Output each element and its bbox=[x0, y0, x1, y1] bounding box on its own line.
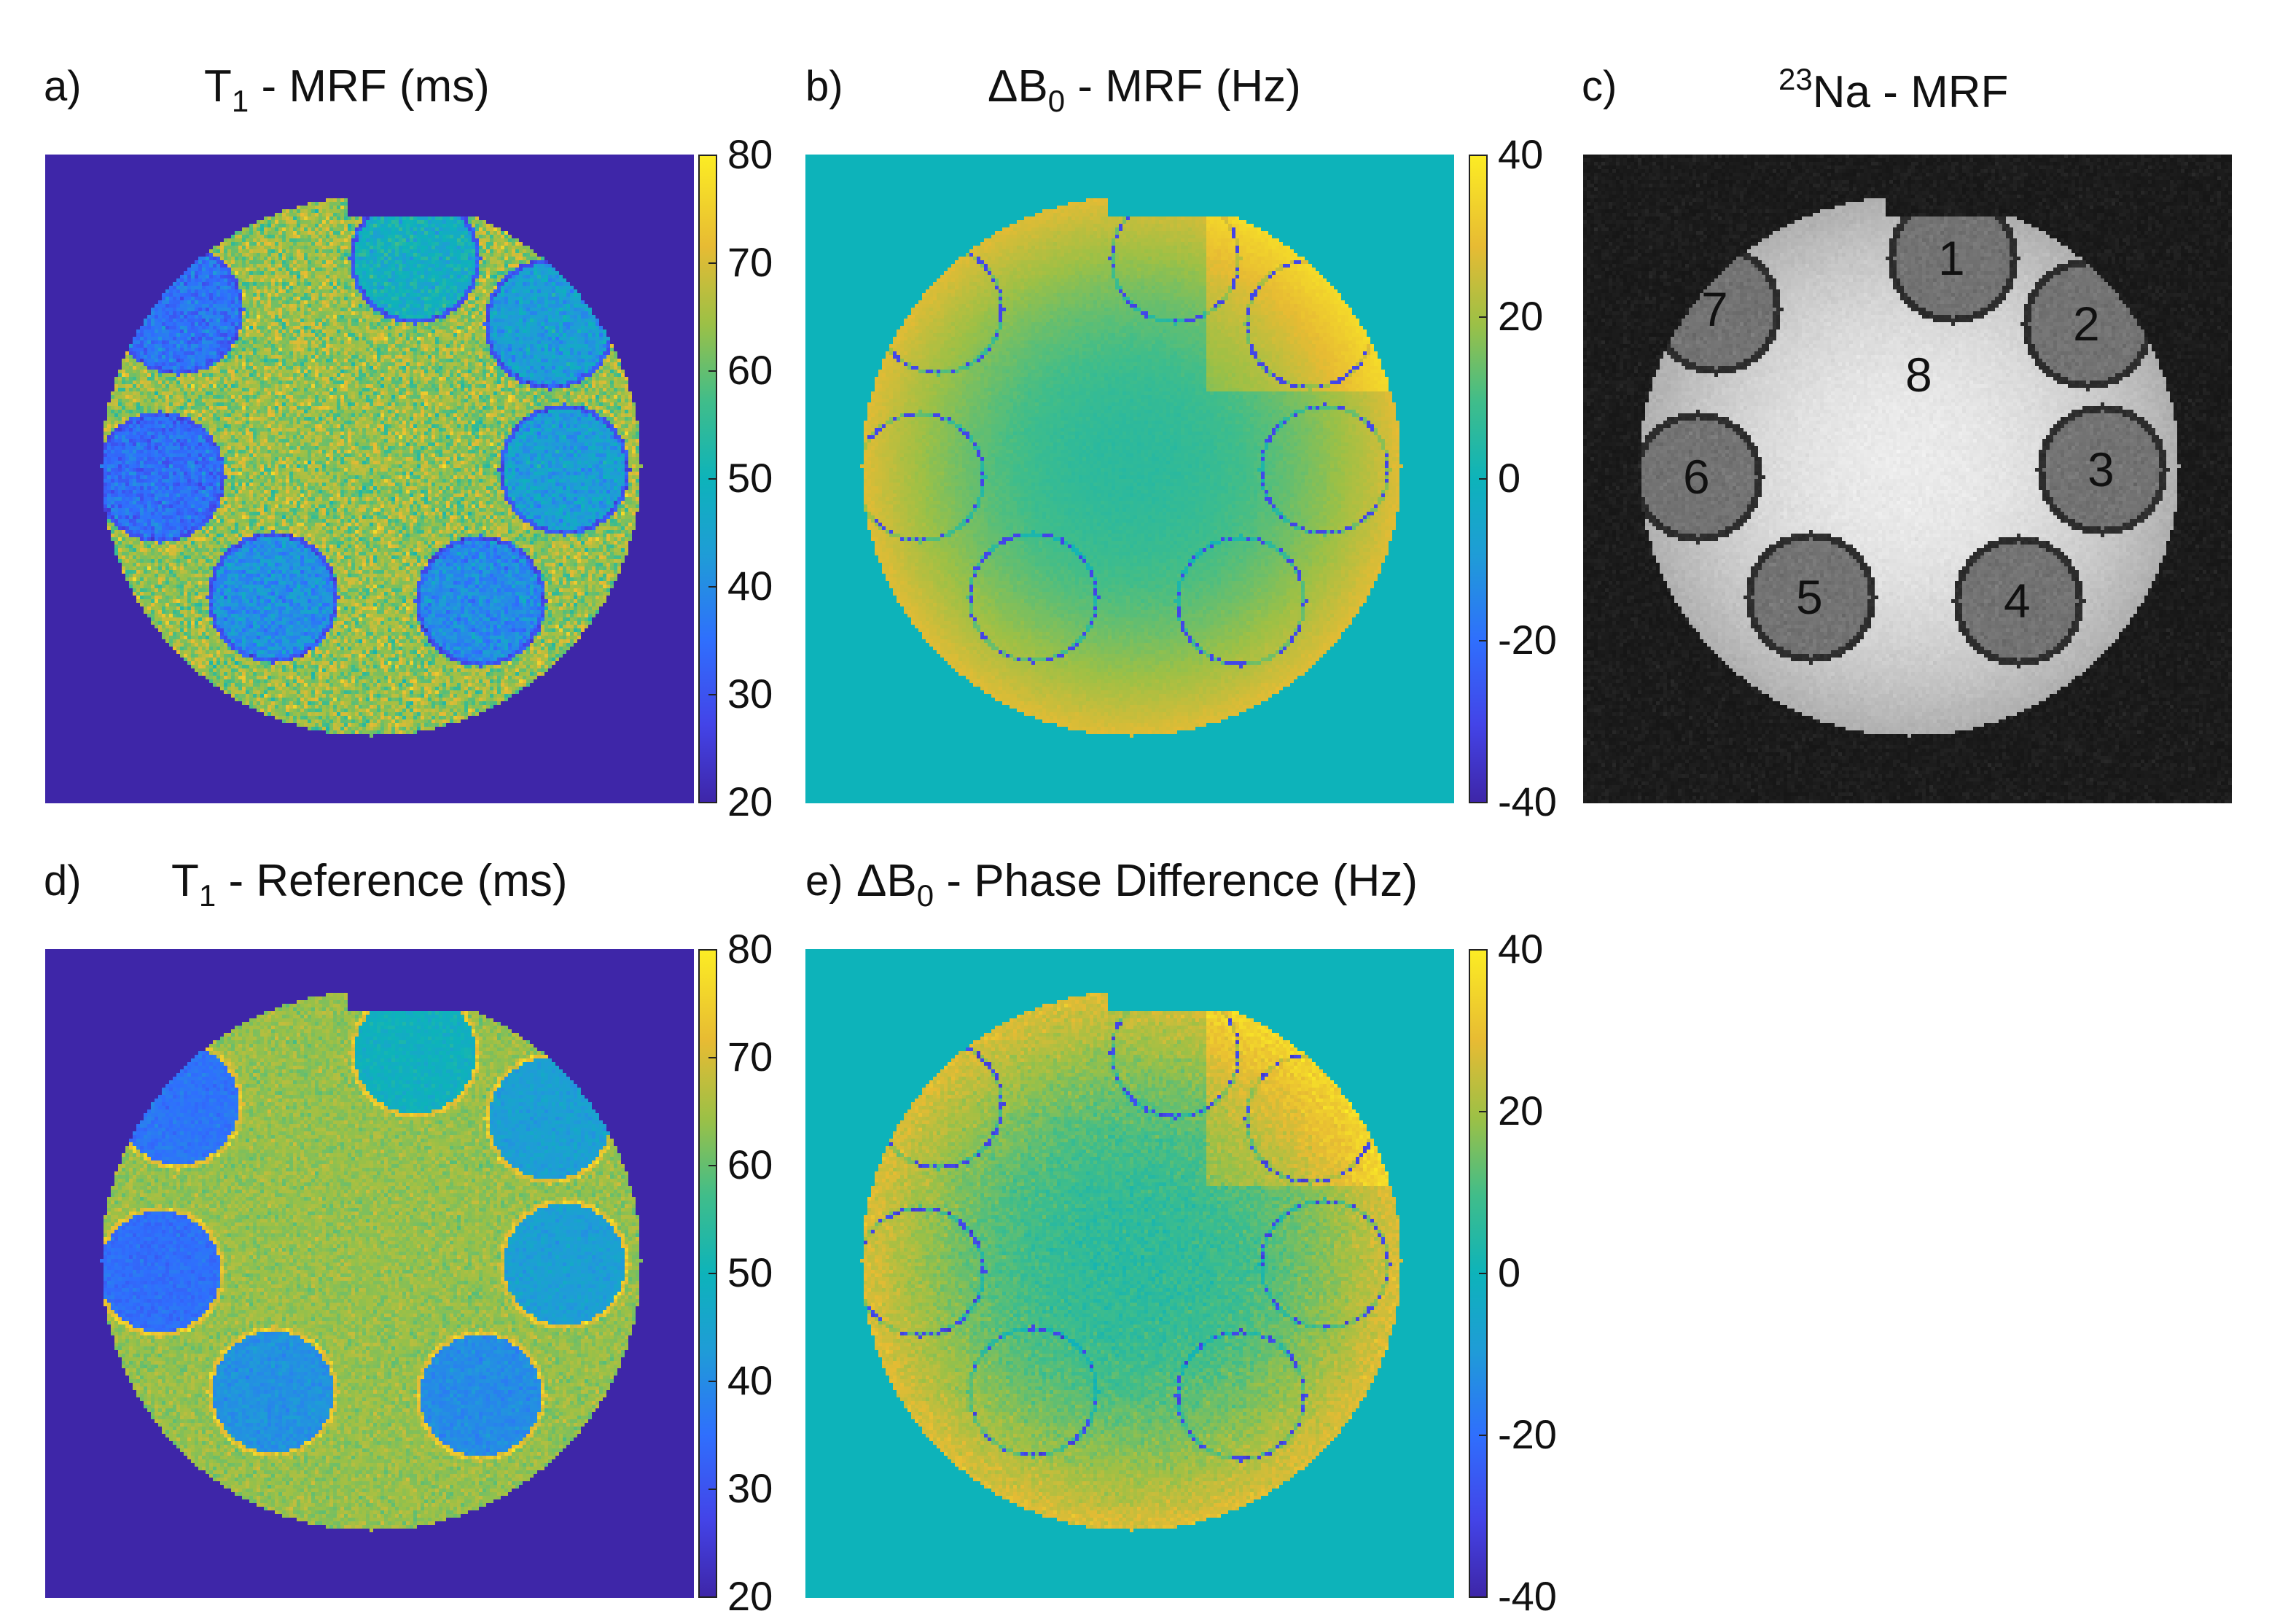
colorbar-tick-label: 40 bbox=[1498, 131, 1544, 177]
colorbar-tick-label: 80 bbox=[727, 926, 773, 972]
colorbar-tick-label: -40 bbox=[1498, 1573, 1557, 1619]
colorbar-tick-mark bbox=[708, 478, 716, 480]
colorbar-tick-mark bbox=[1479, 316, 1486, 318]
colorbar-tick-mark bbox=[708, 262, 716, 264]
t1-reference-map bbox=[45, 949, 694, 1598]
vial-label-7: 7 bbox=[1701, 282, 1728, 336]
colorbar-tick-label: 60 bbox=[727, 1142, 773, 1187]
colorbar-tick-label: 50 bbox=[727, 1249, 773, 1295]
colorbar-tick-label: 70 bbox=[727, 239, 773, 285]
colorbar-tick-mark bbox=[708, 802, 716, 803]
t1-mrf-map bbox=[45, 155, 694, 803]
colorbar-tick-mark bbox=[1479, 1111, 1486, 1112]
vial-label-8: 8 bbox=[1905, 348, 1932, 402]
colorbar-tick-mark bbox=[1479, 155, 1486, 156]
colorbar-tick-mark bbox=[708, 1165, 716, 1166]
colorbar-tick-label: 20 bbox=[727, 1573, 773, 1619]
panel-c-title: 23Na - MRF bbox=[1778, 62, 2009, 117]
panel-c-letter: c) bbox=[1582, 63, 1617, 110]
colorbar-tick-label: -20 bbox=[1498, 1411, 1557, 1457]
panel-e-letter: e) bbox=[805, 857, 843, 905]
colorbar-tick-label: 60 bbox=[727, 347, 773, 393]
colorbar-tick-label: 30 bbox=[727, 1465, 773, 1511]
colorbar-tick-label: 50 bbox=[727, 455, 773, 501]
colorbar-tick-label: 40 bbox=[727, 1357, 773, 1403]
colorbar-tick-mark bbox=[708, 1381, 716, 1382]
colorbar-tick-mark bbox=[708, 949, 716, 951]
colorbar-tick-label: 20 bbox=[727, 779, 773, 824]
colorbar-tick-mark bbox=[1479, 802, 1486, 803]
colorbar-tick-mark bbox=[1479, 640, 1486, 641]
colorbar-tick-label: 40 bbox=[727, 563, 773, 609]
vial-label-2: 2 bbox=[2073, 297, 2100, 351]
b0-phase-difference-map bbox=[805, 949, 1454, 1598]
b0-mrf-map bbox=[805, 155, 1454, 803]
colorbar-tick-label: 20 bbox=[1498, 293, 1544, 339]
colorbar-tick-label: 20 bbox=[1498, 1088, 1544, 1134]
vial-label-3: 3 bbox=[2088, 442, 2115, 496]
colorbar-tick-mark bbox=[708, 370, 716, 372]
colorbar-tick-mark bbox=[1479, 1435, 1486, 1436]
panel-d-title: T1 - Reference (ms) bbox=[171, 856, 568, 913]
sodium-mrf-image: 1 2 3 4 5 6 7 8 bbox=[1583, 155, 2232, 803]
panel-b-title: ΔB0 - MRF (Hz) bbox=[988, 61, 1301, 118]
colorbar-tick-mark bbox=[1479, 1273, 1486, 1274]
colorbar-tick-mark bbox=[708, 1057, 716, 1058]
colorbar-tick-mark bbox=[708, 1489, 716, 1490]
colorbar-tick-mark bbox=[1479, 949, 1486, 951]
colorbar-tick-label: 70 bbox=[727, 1034, 773, 1080]
vial-label-4: 4 bbox=[2004, 574, 2031, 628]
colorbar-tick-label: -20 bbox=[1498, 617, 1557, 663]
colorbar-tick-mark bbox=[708, 586, 716, 588]
panel-b-letter: b) bbox=[805, 63, 843, 110]
panel-d-letter: d) bbox=[44, 857, 82, 905]
colorbar-tick-label: 40 bbox=[1498, 926, 1544, 972]
colorbar-tick-label: -40 bbox=[1498, 779, 1557, 824]
panel-e-title: ΔB0 - Phase Difference (Hz) bbox=[856, 856, 1418, 913]
vial-label-5: 5 bbox=[1796, 570, 1823, 624]
colorbar-tick-label: 80 bbox=[727, 131, 773, 177]
colorbar-tick-mark bbox=[708, 1596, 716, 1598]
vial-label-1: 1 bbox=[1938, 231, 1965, 285]
colorbar-tick-mark bbox=[708, 694, 716, 695]
panel-a-letter: a) bbox=[44, 63, 82, 110]
colorbar-tick-label: 0 bbox=[1498, 1249, 1521, 1295]
colorbar-tick-mark bbox=[1479, 478, 1486, 480]
colorbar-tick-mark bbox=[708, 155, 716, 156]
vial-label-6: 6 bbox=[1683, 450, 1710, 504]
colorbar-tick-mark bbox=[1479, 1596, 1486, 1598]
panel-a-title: T1 - MRF (ms) bbox=[204, 61, 490, 118]
colorbar-tick-label: 30 bbox=[727, 671, 773, 717]
colorbar-tick-label: 0 bbox=[1498, 455, 1521, 501]
colorbar-tick-mark bbox=[708, 1273, 716, 1274]
